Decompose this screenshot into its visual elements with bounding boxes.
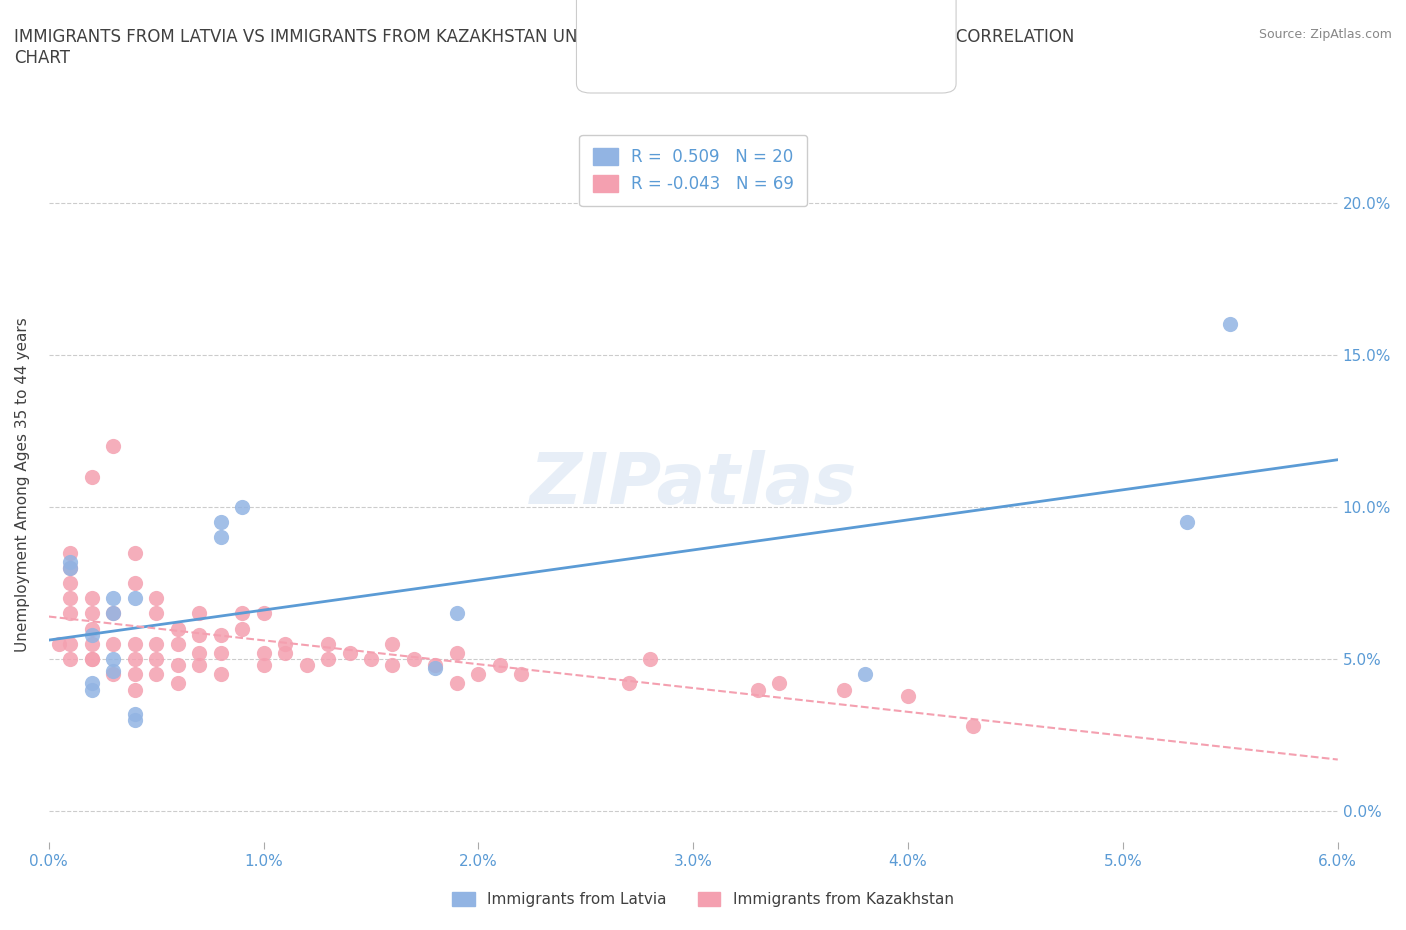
Point: [166, 621, 188, 636]
Point: [853, 667, 876, 682]
Point: [209, 628, 232, 643]
Point: [274, 636, 297, 651]
Point: [446, 645, 468, 660]
Point: [166, 676, 188, 691]
Point: [209, 530, 232, 545]
Point: [80, 636, 103, 651]
Point: [103, 591, 125, 605]
Point: [124, 652, 146, 667]
Point: [489, 658, 512, 672]
Point: [124, 576, 146, 591]
Point: [381, 636, 404, 651]
Point: [80, 606, 103, 621]
Point: [48, 636, 70, 651]
Point: [80, 676, 103, 691]
Point: [145, 606, 167, 621]
Point: [252, 606, 274, 621]
Point: [617, 676, 640, 691]
Point: [166, 636, 188, 651]
Point: [425, 661, 447, 676]
Point: [80, 591, 103, 605]
Point: [231, 606, 253, 621]
Point: [80, 652, 103, 667]
Point: [124, 591, 146, 605]
Point: [124, 667, 146, 682]
Point: [231, 499, 253, 514]
Point: [295, 658, 318, 672]
Point: [360, 652, 382, 667]
Point: [80, 628, 103, 643]
Point: [446, 606, 468, 621]
Text: ZIPatlas: ZIPatlas: [530, 449, 856, 519]
Point: [209, 667, 232, 682]
Point: [103, 652, 125, 667]
Point: [768, 676, 790, 691]
Point: [166, 658, 188, 672]
Text: IMMIGRANTS FROM LATVIA VS IMMIGRANTS FROM KAZAKHSTAN UNEMPLOYMENT AMONG AGES 35 : IMMIGRANTS FROM LATVIA VS IMMIGRANTS FRO…: [14, 28, 1074, 67]
Point: [59, 636, 82, 651]
Point: [1219, 317, 1241, 332]
Point: [640, 652, 662, 667]
Point: [124, 712, 146, 727]
Point: [80, 621, 103, 636]
Point: [103, 636, 125, 651]
Y-axis label: Unemployment Among Ages 35 to 44 years: Unemployment Among Ages 35 to 44 years: [15, 317, 30, 652]
Text: Source: ZipAtlas.com: Source: ZipAtlas.com: [1258, 28, 1392, 41]
Point: [124, 636, 146, 651]
Point: [103, 667, 125, 682]
Point: [339, 645, 361, 660]
Point: [381, 658, 404, 672]
Point: [446, 676, 468, 691]
Point: [467, 667, 489, 682]
Point: [103, 606, 125, 621]
Point: [103, 439, 125, 454]
Legend: R =  0.509   N = 20, R = -0.043   N = 69: R = 0.509 N = 20, R = -0.043 N = 69: [579, 135, 807, 206]
Point: [59, 561, 82, 576]
Point: [747, 682, 769, 697]
Point: [59, 561, 82, 576]
Point: [145, 636, 167, 651]
Point: [425, 658, 447, 672]
Point: [103, 664, 125, 679]
Point: [59, 576, 82, 591]
Point: [103, 606, 125, 621]
Point: [124, 682, 146, 697]
Point: [124, 707, 146, 722]
Point: [962, 719, 984, 734]
Point: [274, 645, 297, 660]
Point: [59, 591, 82, 605]
Point: [209, 645, 232, 660]
Point: [80, 652, 103, 667]
Point: [316, 652, 339, 667]
Point: [832, 682, 855, 697]
Point: [59, 652, 82, 667]
Point: [59, 545, 82, 560]
Point: [145, 652, 167, 667]
Point: [897, 688, 920, 703]
Point: [1177, 514, 1199, 529]
Point: [124, 545, 146, 560]
Point: [231, 621, 253, 636]
Point: [252, 645, 274, 660]
Point: [59, 606, 82, 621]
Point: [59, 554, 82, 569]
Point: [145, 667, 167, 682]
Point: [80, 469, 103, 484]
Point: [510, 667, 533, 682]
Point: [316, 636, 339, 651]
Point: [252, 658, 274, 672]
Point: [188, 628, 211, 643]
Point: [188, 606, 211, 621]
Point: [80, 682, 103, 697]
Point: [188, 645, 211, 660]
Legend: Immigrants from Latvia, Immigrants from Kazakhstan: Immigrants from Latvia, Immigrants from …: [446, 885, 960, 913]
Point: [188, 658, 211, 672]
Point: [145, 591, 167, 605]
Point: [209, 514, 232, 529]
Point: [402, 652, 425, 667]
